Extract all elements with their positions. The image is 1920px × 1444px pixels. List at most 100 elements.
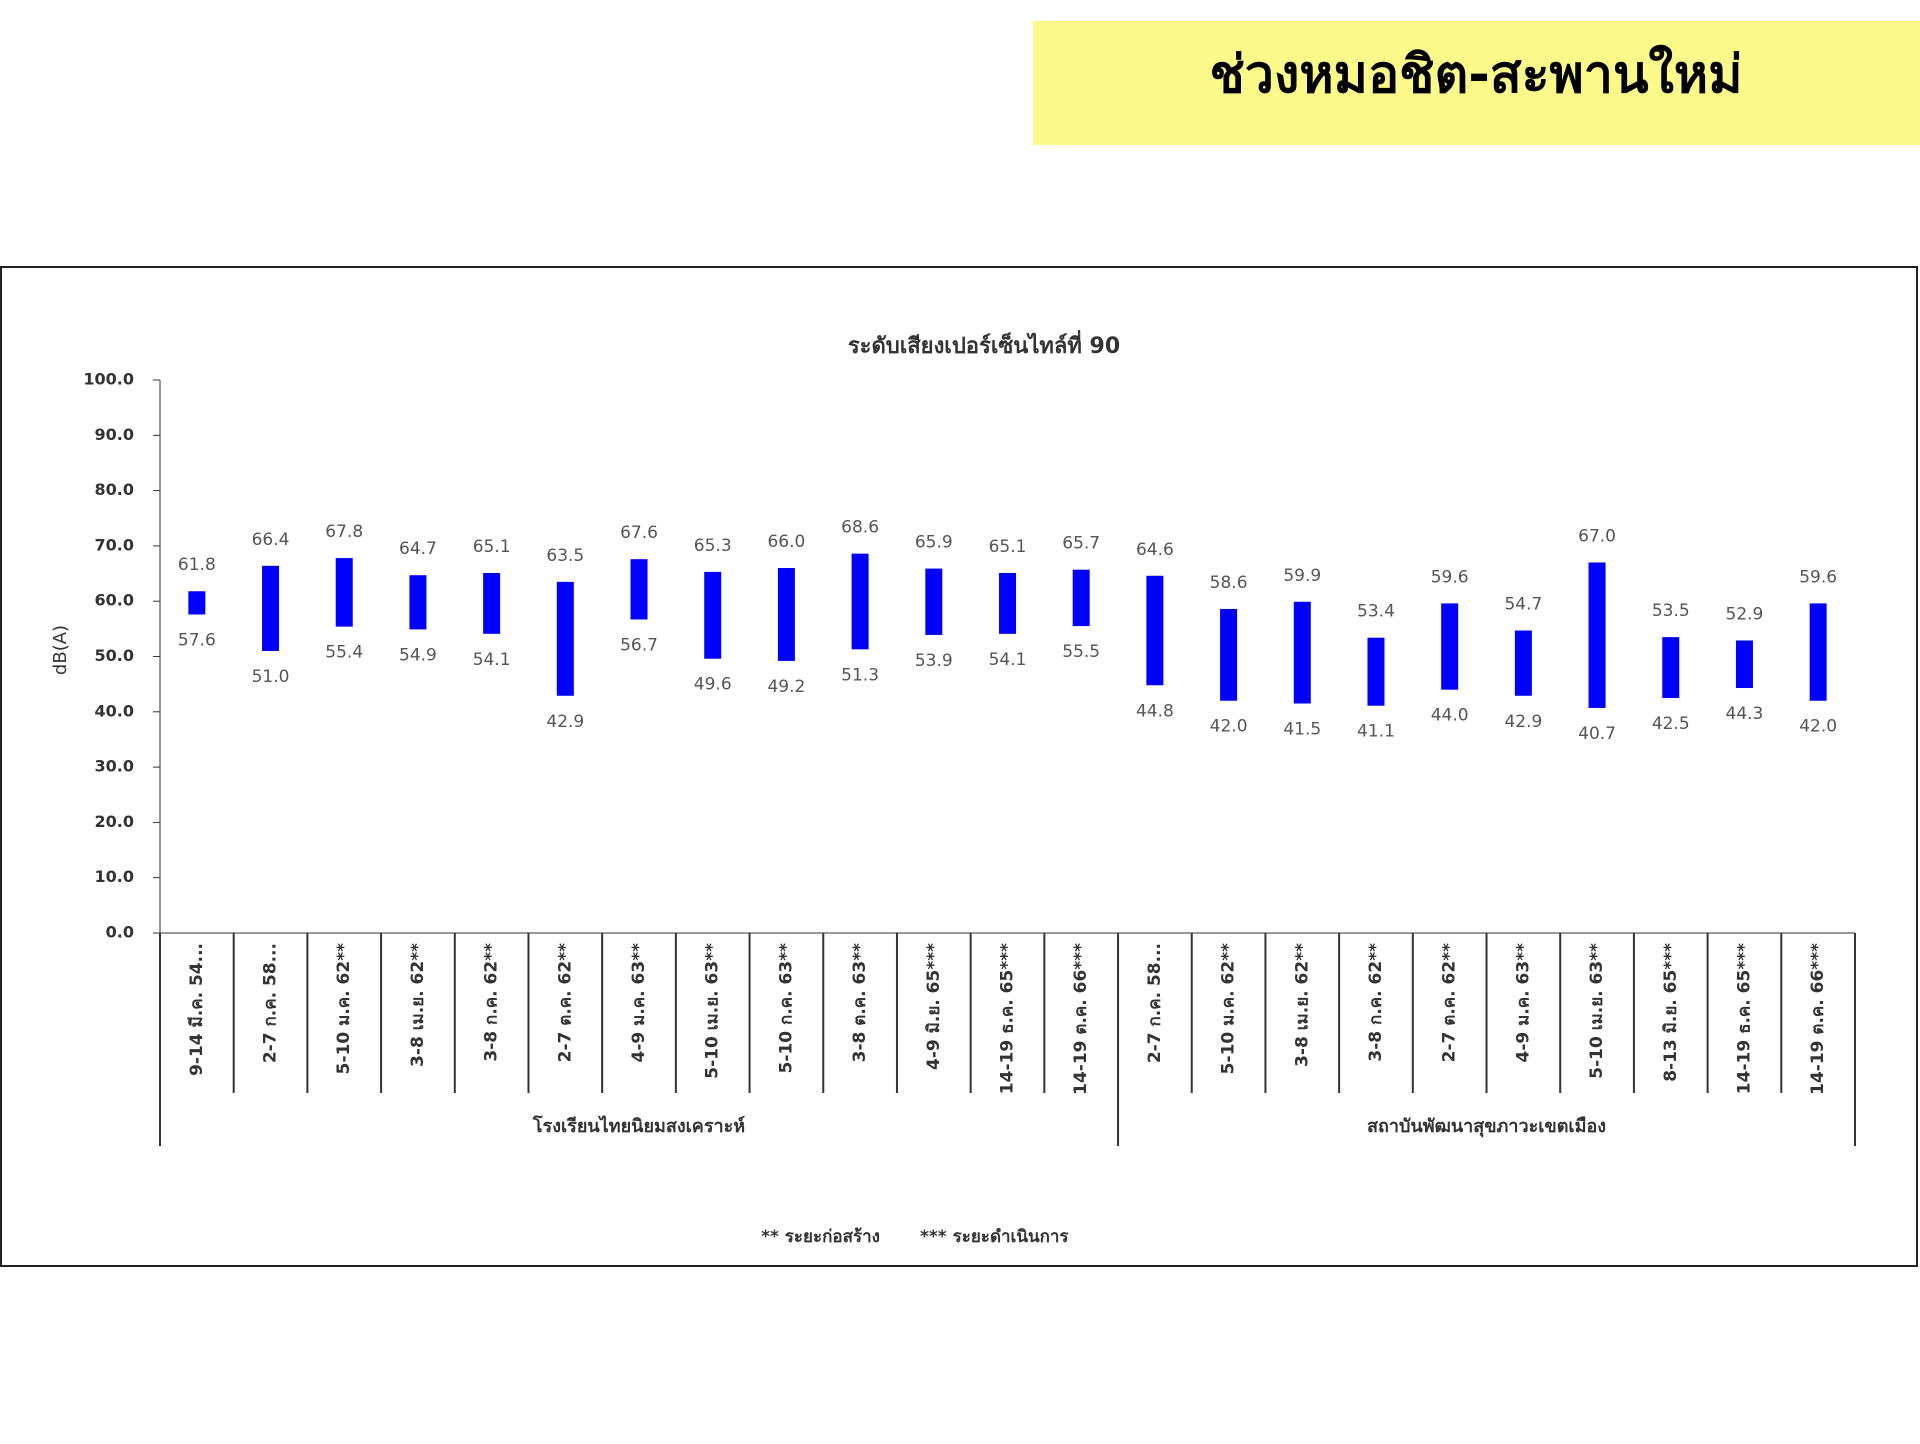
range-bar [704, 571, 722, 659]
x-tick-label: 5-10 เม.ย. 63** [703, 943, 723, 1079]
range-bar [1146, 575, 1164, 686]
y-tick-label: 20.0 [95, 812, 134, 831]
range-bar [335, 558, 353, 627]
chart-title: ระดับเสียงเปอร์เซ็นไทล์ที่ 90 [848, 329, 1120, 359]
x-tick-label: 5-10 ม.ค. 62** [1219, 943, 1239, 1074]
range-bar [925, 568, 943, 635]
high-label: 65.1 [473, 537, 511, 557]
low-label: 44.8 [1136, 701, 1174, 721]
x-tick-label: 5-10 ก.ค. 63** [776, 943, 796, 1074]
y-axis-label: dB(A) [50, 625, 71, 675]
x-tick-label: 8-13 มิ.ย. 65*** [1661, 943, 1681, 1082]
low-label: 44.0 [1431, 706, 1469, 726]
x-tick-label: 3-8 ก.ค. 62** [1366, 943, 1386, 1062]
y-tick-label: 30.0 [95, 757, 134, 776]
range-bar [1441, 603, 1459, 690]
y-tick-label: 80.0 [95, 480, 134, 499]
high-label: 65.3 [694, 536, 732, 556]
range-bar [1809, 603, 1827, 701]
x-tick-label: 2-7 ก.ค. 58... [1145, 943, 1165, 1063]
x-tick-label: 14-19 ธ.ค. 65*** [998, 943, 1018, 1094]
y-tick-label: 70.0 [95, 535, 134, 554]
high-label: 61.8 [178, 555, 216, 575]
low-label: 54.1 [473, 650, 511, 670]
y-tick-label: 10.0 [95, 867, 134, 886]
high-label: 59.6 [1431, 567, 1469, 587]
low-label: 40.7 [1578, 724, 1616, 744]
high-label: 65.9 [915, 533, 953, 553]
high-label: 59.6 [1799, 567, 1837, 587]
group-label: โรงเรียนไทยนิยมสงเคราะห์ [532, 1115, 745, 1137]
low-label: 51.0 [252, 667, 290, 687]
low-label: 44.3 [1726, 704, 1764, 724]
low-label: 41.5 [1283, 720, 1321, 740]
range-bar [1588, 562, 1606, 708]
x-tick-label: 14-19 ธ.ค. 65*** [1734, 943, 1754, 1094]
y-tick-label: 100.0 [83, 370, 134, 389]
low-label: 51.3 [841, 665, 879, 685]
range-bar [1514, 630, 1532, 696]
low-label: 55.4 [325, 643, 363, 663]
y-tick-label: 0.0 [106, 923, 134, 942]
range-bar [1293, 601, 1311, 704]
low-label: 42.0 [1210, 717, 1248, 737]
footnote: *** ระยะดำเนินการ [920, 1227, 1069, 1247]
y-tick-label: 50.0 [95, 646, 134, 665]
group-label: สถาบันพัฒนาสุขภาวะเขตเมือง [1367, 1116, 1606, 1138]
low-label: 49.2 [767, 677, 805, 697]
range-bar [1072, 569, 1090, 627]
range-bar [1220, 608, 1238, 701]
low-label: 41.1 [1357, 722, 1395, 742]
high-label: 54.7 [1504, 595, 1542, 615]
chart-frame [0, 266, 1918, 1267]
low-label: 53.9 [915, 651, 953, 671]
x-tick-label: 3-8 เม.ย. 62** [408, 943, 428, 1067]
page-title: ช่วงหมอชิต-สะพานใหม่ [1210, 44, 1743, 105]
low-label: 54.9 [399, 645, 437, 665]
low-label: 42.9 [1504, 712, 1542, 732]
title-box [1033, 21, 1920, 145]
high-label: 58.6 [1210, 573, 1248, 593]
x-tick-label: 3-8 ต.ค. 63** [850, 943, 870, 1062]
high-label: 65.1 [989, 537, 1027, 557]
low-label: 55.5 [1062, 642, 1100, 662]
footnote: ** ระยะก่อสร้าง [761, 1227, 880, 1247]
y-tick-label: 40.0 [95, 701, 134, 720]
range-bar [409, 575, 427, 630]
x-tick-label: 2-7 ก.ค. 58... [261, 943, 281, 1063]
high-label: 66.4 [252, 530, 290, 550]
x-tick-label: 5-10 ม.ค. 62** [334, 943, 354, 1074]
x-tick-label: 2-7 ต.ค. 62** [555, 943, 575, 1062]
x-tick-label: 5-10 เม.ย. 63** [1587, 943, 1607, 1079]
x-tick-label: 3-8 เม.ย. 62** [1292, 943, 1312, 1067]
x-tick-label: 2-7 ต.ค. 62** [1440, 943, 1460, 1062]
high-label: 63.5 [546, 546, 584, 566]
low-label: 54.1 [989, 650, 1027, 670]
x-tick-label: 4-9 มิ.ย. 65*** [924, 943, 944, 1070]
high-label: 52.9 [1726, 604, 1764, 624]
low-label: 57.6 [178, 630, 216, 650]
low-label: 42.9 [546, 712, 584, 732]
high-label: 68.6 [841, 518, 879, 538]
range-bar [556, 581, 574, 696]
range-bar [483, 572, 501, 634]
range-bar [851, 553, 869, 650]
range-bar [999, 572, 1016, 634]
high-label: 64.6 [1136, 540, 1174, 560]
range-bar [1662, 637, 1680, 698]
y-tick-label: 60.0 [95, 591, 134, 610]
low-label: 56.7 [620, 635, 658, 655]
range-bar [777, 568, 795, 661]
x-tick-label: 3-8 ก.ค. 62** [482, 943, 502, 1062]
low-label: 42.0 [1799, 717, 1837, 737]
high-label: 67.8 [325, 522, 363, 542]
range-bar [1735, 640, 1753, 689]
high-label: 64.7 [399, 539, 437, 559]
x-tick-label: 4-9 ม.ค. 63** [1513, 943, 1533, 1063]
x-tick-label: 14-19 ต.ค. 66*** [1808, 943, 1828, 1095]
high-label: 53.5 [1652, 601, 1690, 621]
range-bar [630, 559, 648, 620]
high-label: 53.4 [1357, 602, 1395, 622]
